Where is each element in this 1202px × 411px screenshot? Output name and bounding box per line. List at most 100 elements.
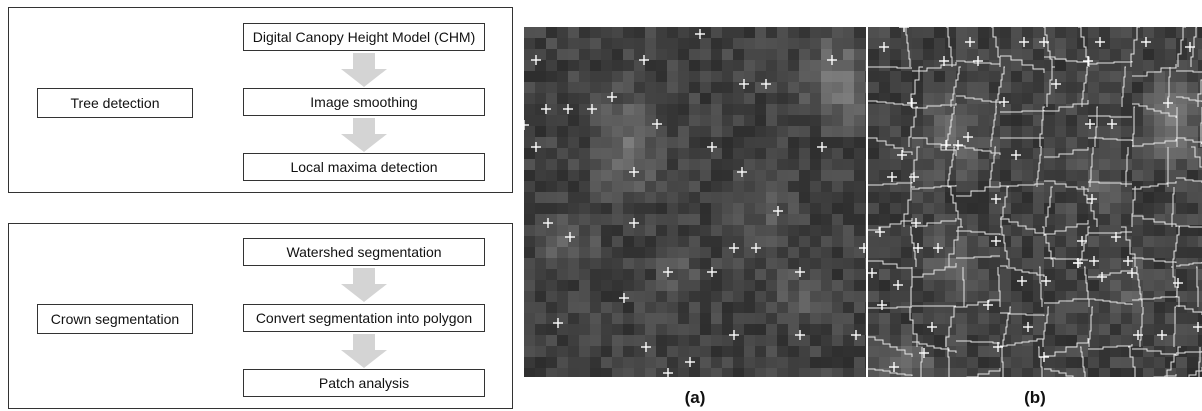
watershed-step: Watershed segmentation [243,238,485,266]
tree-top-marker-icon [1017,276,1027,286]
down-arrow-icon [341,53,387,87]
tree-top-markers [868,27,1202,372]
tree-top-marker-icon [983,300,993,310]
tree-top-marker-icon [1039,352,1049,362]
tree-top-marker-icon [1087,194,1097,204]
tree-top-marker-icon [963,132,973,142]
tree-top-marker-icon [795,330,805,340]
tree-top-marker-icon [877,300,887,310]
tree-top-marker-icon [889,362,899,372]
tree-top-marker-icon [652,119,662,129]
convert-polygon-step: Convert segmentation into polygon [243,304,485,332]
tree-top-marker-icon [993,342,1003,352]
tree-top-marker-icon [897,150,907,160]
tree-top-marker-icon [587,104,597,114]
tree-top-marker-icon [737,167,747,177]
tree-top-marker-icon [707,142,717,152]
tree-top-marker-icon [1173,278,1183,288]
tree-top-marker-icon [1127,268,1137,278]
tree-top-marker-icon [1011,150,1021,160]
tree-top-marker-icon [773,206,783,216]
tree-top-marker-icon [919,348,929,358]
tree-top-marker-icon [991,194,1001,204]
crown-segmentation-label: Crown segmentation [37,304,193,334]
chm-image-a [524,27,866,377]
chm-step: Digital Canopy Height Model (CHM) [243,23,485,51]
tree-top-marker-icon [913,243,923,253]
tree-top-marker-icon [1157,330,1167,340]
tree-top-marker-icon [911,218,921,228]
tree-top-marker-icon [729,243,739,253]
image-smoothing-step: Image smoothing [243,88,485,116]
tree-top-marker-icon [851,330,861,340]
patch-analysis-step: Patch analysis [243,369,485,397]
tree-top-marker-icon [1039,37,1049,47]
tree-top-marker-icon [1077,236,1087,246]
tree-top-marker-icon [887,172,897,182]
down-arrow-icon [341,334,387,368]
tree-top-marker-icon [1185,42,1195,52]
down-arrow-icon [341,268,387,302]
tree-top-marker-icon [1097,272,1107,282]
tree-detection-label: Tree detection [37,88,193,118]
tree-top-marker-icon [531,55,541,65]
tree-top-marker-icon [999,97,1009,107]
tree-top-marker-icon [907,98,917,108]
tree-top-marker-icon [541,104,551,114]
tree-top-marker-icon [965,37,975,47]
tree-top-marker-icon [563,104,573,114]
tree-top-marker-icon [739,79,749,89]
tree-top-marker-icon [927,322,937,332]
tree-top-marker-icon [827,55,837,65]
tree-top-marker-icon [817,142,827,152]
tree-top-marker-icon [1019,37,1029,47]
tree-top-markers [524,29,866,377]
tree-top-marker-icon [1133,330,1143,340]
tree-top-marker-icon [939,56,949,66]
chm-image-a-canvas [524,27,866,377]
tree-top-marker-icon [991,236,1001,246]
raster-pixels [524,27,866,377]
tree-top-marker-icon [695,29,705,39]
tree-top-marker-icon [953,140,963,150]
tree-top-marker-icon [629,218,639,228]
tree-top-marker-icon [1095,37,1105,47]
tree-top-marker-icon [543,218,553,228]
tree-top-marker-icon [1107,119,1117,129]
image-a-caption: (a) [684,388,706,407]
tree-top-marker-icon [663,368,673,377]
tree-top-marker-icon [629,167,639,177]
local-maxima-step: Local maxima detection [243,153,485,181]
tree-top-marker-icon [553,318,563,328]
tree-top-marker-icon [639,55,649,65]
chm-image-b [868,27,1202,377]
tree-top-marker-icon [1193,322,1202,332]
tree-top-marker-icon [875,227,885,237]
tree-top-marker-icon [941,140,951,150]
tree-top-marker-icon [565,232,575,242]
tree-detection-panel: Tree detection Digital Canopy Height Mod… [8,7,513,193]
tree-top-marker-icon [685,357,695,367]
tree-top-marker-icon [751,243,761,253]
tree-top-marker-icon [1051,79,1061,89]
tree-top-marker-icon [1073,258,1083,268]
tree-top-marker-icon [1041,276,1051,286]
tree-top-marker-icon [607,92,617,102]
segment-boundaries [868,27,1202,377]
tree-top-marker-icon [868,268,877,278]
down-arrow-icon [341,118,387,152]
chm-image-b-canvas [868,27,1202,377]
tree-top-marker-icon [641,342,651,352]
tree-top-marker-icon [1089,256,1099,266]
tree-top-marker-icon [729,330,739,340]
tree-top-marker-icon [879,42,889,52]
crown-segmentation-panel: Crown segmentation Watershed segmentatio… [8,223,513,409]
tree-top-marker-icon [933,243,943,253]
tree-top-marker-icon [909,172,919,182]
tree-top-marker-icon [524,120,529,130]
tree-top-marker-icon [899,27,909,32]
tree-top-marker-icon [1023,322,1033,332]
tree-top-marker-icon [1141,37,1151,47]
tree-top-marker-icon [707,267,717,277]
image-b-caption: (b) [1024,388,1046,407]
